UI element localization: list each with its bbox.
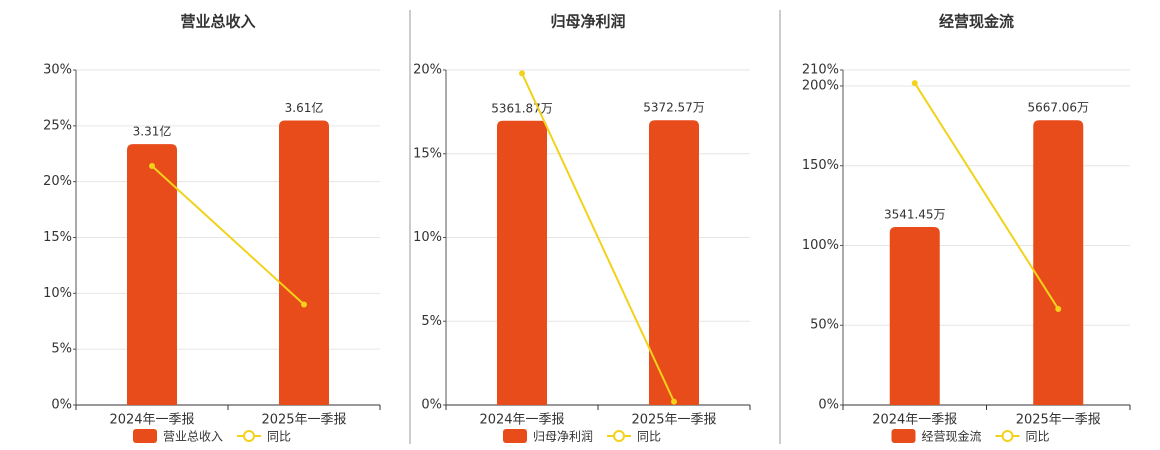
bar [127, 144, 177, 405]
legend-label: 经营现金流 [922, 429, 982, 444]
value-label: 5361.87万 [491, 101, 553, 115]
chart-title: 归母净利润 [550, 13, 625, 31]
y-tick-label: 20% [413, 63, 442, 78]
legend-swatch [503, 429, 527, 443]
x-tick-label: 2024年一季报 [109, 413, 194, 428]
bar [889, 227, 940, 405]
y-tick-label: 15% [43, 230, 72, 245]
y-tick-label: 150% [802, 158, 839, 173]
line-point [1055, 305, 1062, 312]
y-tick-label: 50% [810, 318, 839, 333]
legend-marker [243, 430, 256, 442]
x-tick-label: 2025年一季报 [1016, 413, 1101, 428]
line [151, 165, 305, 306]
line [521, 72, 675, 403]
y-tick-label: 5% [421, 314, 442, 329]
value-label: 5667.06万 [1027, 101, 1089, 115]
legend-swatch [133, 429, 157, 443]
x-tick-label: 2024年一季报 [479, 413, 564, 428]
y-tick-label: 10% [43, 286, 72, 301]
line [913, 82, 1060, 310]
value-label: 3.31亿 [133, 124, 172, 139]
y-tick-label: 200% [802, 78, 839, 93]
y-tick-label: 30% [43, 63, 72, 78]
bar [649, 120, 699, 405]
legend-marker [1001, 430, 1014, 442]
line-point [671, 398, 677, 405]
y-tick-label: 0% [818, 398, 839, 413]
y-tick-label: 0% [51, 398, 72, 413]
legend-label: 同比 [637, 430, 661, 444]
value-label: 3.61亿 [285, 100, 324, 115]
line-point [301, 301, 307, 308]
chart-title: 营业总收入 [180, 13, 255, 31]
x-tick-label: 2025年一季报 [631, 413, 716, 428]
line-point [519, 70, 525, 77]
legend-label: 归母净利润 [533, 430, 593, 444]
legend-label: 营业总收入 [163, 430, 223, 444]
bar [1033, 120, 1084, 405]
legend-swatch [891, 429, 916, 443]
y-tick-label: 15% [413, 146, 442, 161]
line-point [911, 80, 918, 87]
y-tick-label: 10% [413, 230, 442, 245]
y-tick-label: 210% [802, 63, 839, 78]
bar [279, 120, 329, 406]
value-label: 3541.45万 [884, 208, 946, 222]
line-point [149, 163, 155, 170]
chart-title: 经营现金流 [939, 13, 1014, 31]
x-tick-label: 2025年一季报 [261, 413, 346, 428]
y-tick-label: 0% [421, 398, 442, 413]
legend-marker [613, 430, 626, 442]
value-label: 5372.57万 [643, 101, 705, 115]
y-tick-label: 25% [43, 118, 72, 133]
legend-label: 同比 [267, 430, 291, 444]
bar [497, 120, 547, 405]
legend-label: 同比 [1026, 430, 1050, 444]
y-tick-label: 5% [51, 342, 72, 357]
x-tick-label: 2024年一季报 [872, 413, 957, 428]
y-tick-label: 20% [43, 174, 72, 189]
y-tick-label: 100% [802, 238, 839, 253]
